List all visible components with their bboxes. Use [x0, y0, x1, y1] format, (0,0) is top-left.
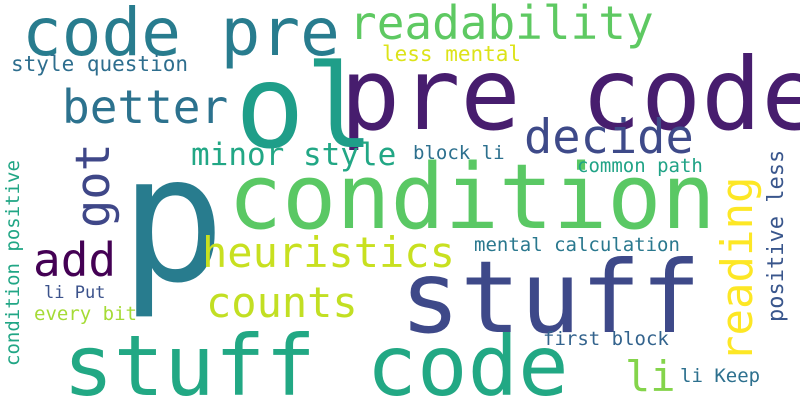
- word-li-put: li Put: [44, 283, 106, 303]
- word-counts: counts: [206, 278, 358, 327]
- word-ol: ol: [235, 40, 375, 175]
- word-stuff-code: stuff code: [63, 317, 569, 400]
- word-condition: condition: [228, 145, 716, 250]
- word-p: p: [120, 119, 226, 322]
- word-less-mental: less mental: [382, 42, 522, 66]
- word-positive-less: positive less: [764, 149, 789, 322]
- word-got: got: [66, 143, 121, 228]
- word-code-pre: code pre: [22, 0, 340, 71]
- word-block-li: block li: [413, 142, 505, 164]
- word-heuristics: heuristics: [202, 228, 455, 277]
- word-every-bit: every bit: [34, 303, 137, 325]
- word-reading: reading: [712, 176, 763, 362]
- word-style-question: style question: [11, 52, 189, 76]
- word-li: li: [625, 352, 676, 400]
- word-mental-calculation: mental calculation: [474, 234, 680, 256]
- word-pre-code: pre code: [340, 36, 800, 153]
- word-common-path: common path: [577, 155, 703, 177]
- word-decide: decide: [524, 110, 694, 165]
- word-first-block: first block: [543, 328, 669, 350]
- word-minor-style: minor style: [191, 137, 397, 173]
- word-condition-positive: condition positive: [2, 160, 24, 366]
- word-stuff: stuff: [400, 239, 702, 356]
- word-readability: readability: [349, 0, 654, 50]
- word-add: add: [33, 233, 117, 287]
- word-better: better: [62, 80, 229, 134]
- word-li-keep: li Keep: [680, 365, 761, 387]
